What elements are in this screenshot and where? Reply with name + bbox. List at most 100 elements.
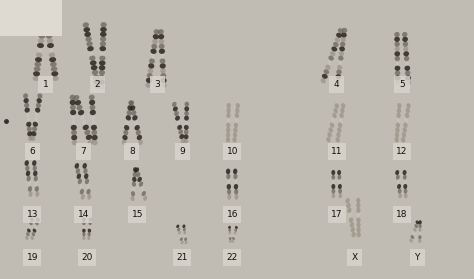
FancyBboxPatch shape: [223, 143, 241, 160]
Ellipse shape: [148, 63, 155, 69]
Ellipse shape: [184, 234, 186, 238]
FancyBboxPatch shape: [410, 249, 425, 266]
FancyBboxPatch shape: [328, 143, 346, 160]
Ellipse shape: [228, 232, 231, 235]
Ellipse shape: [38, 33, 45, 39]
Text: 7: 7: [81, 147, 86, 156]
Text: 6: 6: [29, 147, 35, 156]
Ellipse shape: [226, 132, 230, 138]
Ellipse shape: [404, 179, 406, 184]
Ellipse shape: [82, 120, 86, 125]
Ellipse shape: [419, 220, 422, 224]
Ellipse shape: [160, 63, 166, 69]
Ellipse shape: [86, 134, 92, 140]
Ellipse shape: [228, 226, 231, 229]
Ellipse shape: [405, 113, 409, 118]
Ellipse shape: [176, 225, 179, 228]
Ellipse shape: [51, 66, 57, 72]
Ellipse shape: [91, 65, 98, 70]
Ellipse shape: [395, 80, 400, 85]
Text: 16: 16: [227, 210, 238, 219]
Ellipse shape: [147, 73, 153, 78]
Ellipse shape: [71, 130, 77, 135]
Ellipse shape: [227, 179, 230, 184]
Ellipse shape: [349, 217, 353, 223]
Ellipse shape: [233, 234, 235, 237]
Ellipse shape: [31, 136, 36, 141]
Ellipse shape: [231, 240, 234, 243]
Ellipse shape: [28, 136, 33, 141]
Ellipse shape: [131, 191, 135, 196]
Ellipse shape: [338, 184, 342, 189]
Ellipse shape: [132, 186, 135, 192]
Ellipse shape: [83, 225, 85, 229]
Ellipse shape: [100, 22, 107, 27]
Text: 20: 20: [81, 253, 92, 262]
Ellipse shape: [159, 39, 164, 44]
Ellipse shape: [76, 105, 82, 110]
Ellipse shape: [136, 172, 140, 177]
FancyBboxPatch shape: [124, 143, 139, 160]
Ellipse shape: [405, 118, 408, 123]
Ellipse shape: [85, 37, 92, 42]
Ellipse shape: [226, 128, 230, 133]
Ellipse shape: [331, 46, 337, 52]
Ellipse shape: [410, 235, 414, 239]
Ellipse shape: [332, 193, 335, 198]
Ellipse shape: [90, 51, 93, 56]
Ellipse shape: [338, 189, 342, 194]
Ellipse shape: [395, 46, 400, 52]
Ellipse shape: [356, 198, 360, 203]
Ellipse shape: [133, 172, 137, 177]
Ellipse shape: [177, 125, 182, 130]
Ellipse shape: [33, 170, 37, 176]
Ellipse shape: [406, 103, 411, 109]
Ellipse shape: [336, 74, 341, 79]
Ellipse shape: [126, 120, 129, 126]
Ellipse shape: [137, 135, 142, 140]
Ellipse shape: [86, 41, 92, 47]
Ellipse shape: [37, 43, 44, 48]
Ellipse shape: [82, 232, 85, 236]
Ellipse shape: [236, 103, 240, 108]
Ellipse shape: [419, 231, 421, 235]
Ellipse shape: [399, 193, 402, 198]
Ellipse shape: [87, 46, 94, 51]
Ellipse shape: [90, 60, 97, 66]
Ellipse shape: [177, 120, 180, 125]
Ellipse shape: [100, 41, 106, 47]
Ellipse shape: [160, 73, 166, 78]
Ellipse shape: [94, 79, 100, 85]
Ellipse shape: [339, 46, 345, 51]
Ellipse shape: [174, 111, 179, 116]
Ellipse shape: [49, 57, 56, 62]
Ellipse shape: [326, 137, 331, 142]
Ellipse shape: [336, 137, 340, 143]
Ellipse shape: [418, 239, 421, 243]
Ellipse shape: [180, 237, 183, 241]
Ellipse shape: [148, 68, 153, 73]
Ellipse shape: [339, 51, 344, 56]
Ellipse shape: [82, 229, 86, 233]
FancyBboxPatch shape: [347, 249, 362, 266]
Ellipse shape: [82, 22, 89, 28]
Ellipse shape: [99, 70, 105, 75]
Ellipse shape: [395, 56, 400, 61]
Ellipse shape: [338, 60, 342, 65]
Ellipse shape: [159, 49, 165, 54]
Ellipse shape: [34, 176, 38, 181]
Ellipse shape: [33, 76, 39, 81]
Ellipse shape: [403, 122, 408, 128]
Ellipse shape: [123, 130, 128, 135]
Ellipse shape: [129, 100, 134, 106]
Ellipse shape: [183, 228, 186, 231]
Ellipse shape: [184, 237, 187, 241]
Ellipse shape: [100, 27, 107, 32]
Ellipse shape: [394, 37, 400, 42]
Ellipse shape: [84, 173, 89, 179]
Ellipse shape: [27, 229, 31, 233]
Ellipse shape: [332, 113, 337, 118]
Ellipse shape: [27, 126, 32, 132]
Ellipse shape: [406, 80, 411, 85]
Ellipse shape: [403, 184, 407, 189]
